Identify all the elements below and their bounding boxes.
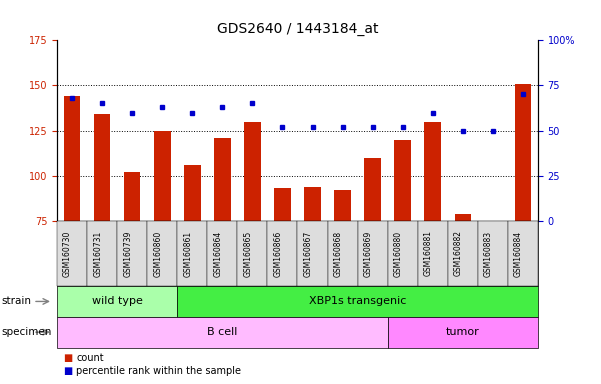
- Bar: [424, 121, 441, 221]
- Text: GSM160869: GSM160869: [364, 230, 373, 276]
- Text: strain: strain: [1, 296, 31, 306]
- Text: specimen: specimen: [1, 327, 52, 337]
- Text: GSM160861: GSM160861: [183, 230, 192, 276]
- Text: GSM160866: GSM160866: [273, 230, 282, 276]
- Text: GSM160731: GSM160731: [93, 230, 102, 276]
- Text: GSM160867: GSM160867: [304, 230, 313, 276]
- Text: GSM160865: GSM160865: [243, 230, 252, 276]
- Text: GSM160730: GSM160730: [63, 230, 72, 276]
- Text: count: count: [76, 353, 104, 363]
- Text: B cell: B cell: [207, 327, 237, 337]
- Text: GSM160739: GSM160739: [123, 230, 132, 276]
- Text: GSM160860: GSM160860: [153, 230, 162, 276]
- Text: percentile rank within the sample: percentile rank within the sample: [76, 366, 242, 376]
- Text: GSM160883: GSM160883: [484, 230, 493, 276]
- Bar: [244, 121, 261, 221]
- Text: GSM160864: GSM160864: [213, 230, 222, 276]
- Bar: [274, 188, 291, 221]
- Bar: [154, 131, 171, 221]
- Text: XBP1s transgenic: XBP1s transgenic: [309, 296, 406, 306]
- Text: tumor: tumor: [446, 327, 480, 337]
- Bar: [454, 214, 471, 221]
- Bar: [94, 114, 111, 221]
- Bar: [394, 140, 411, 221]
- Text: ■: ■: [63, 366, 72, 376]
- Text: wild type: wild type: [92, 296, 142, 306]
- Text: GSM160880: GSM160880: [394, 230, 403, 276]
- Bar: [64, 96, 81, 221]
- Bar: [334, 190, 351, 221]
- Text: GSM160868: GSM160868: [334, 230, 343, 276]
- Bar: [124, 172, 141, 221]
- Bar: [364, 158, 381, 221]
- Text: GDS2640 / 1443184_at: GDS2640 / 1443184_at: [217, 23, 378, 36]
- Bar: [184, 165, 201, 221]
- Text: ■: ■: [63, 353, 72, 363]
- Bar: [514, 84, 531, 221]
- Bar: [214, 138, 231, 221]
- Text: GSM160881: GSM160881: [424, 230, 433, 276]
- Text: GSM160882: GSM160882: [454, 230, 463, 276]
- Text: GSM160884: GSM160884: [514, 230, 523, 276]
- Bar: [304, 187, 321, 221]
